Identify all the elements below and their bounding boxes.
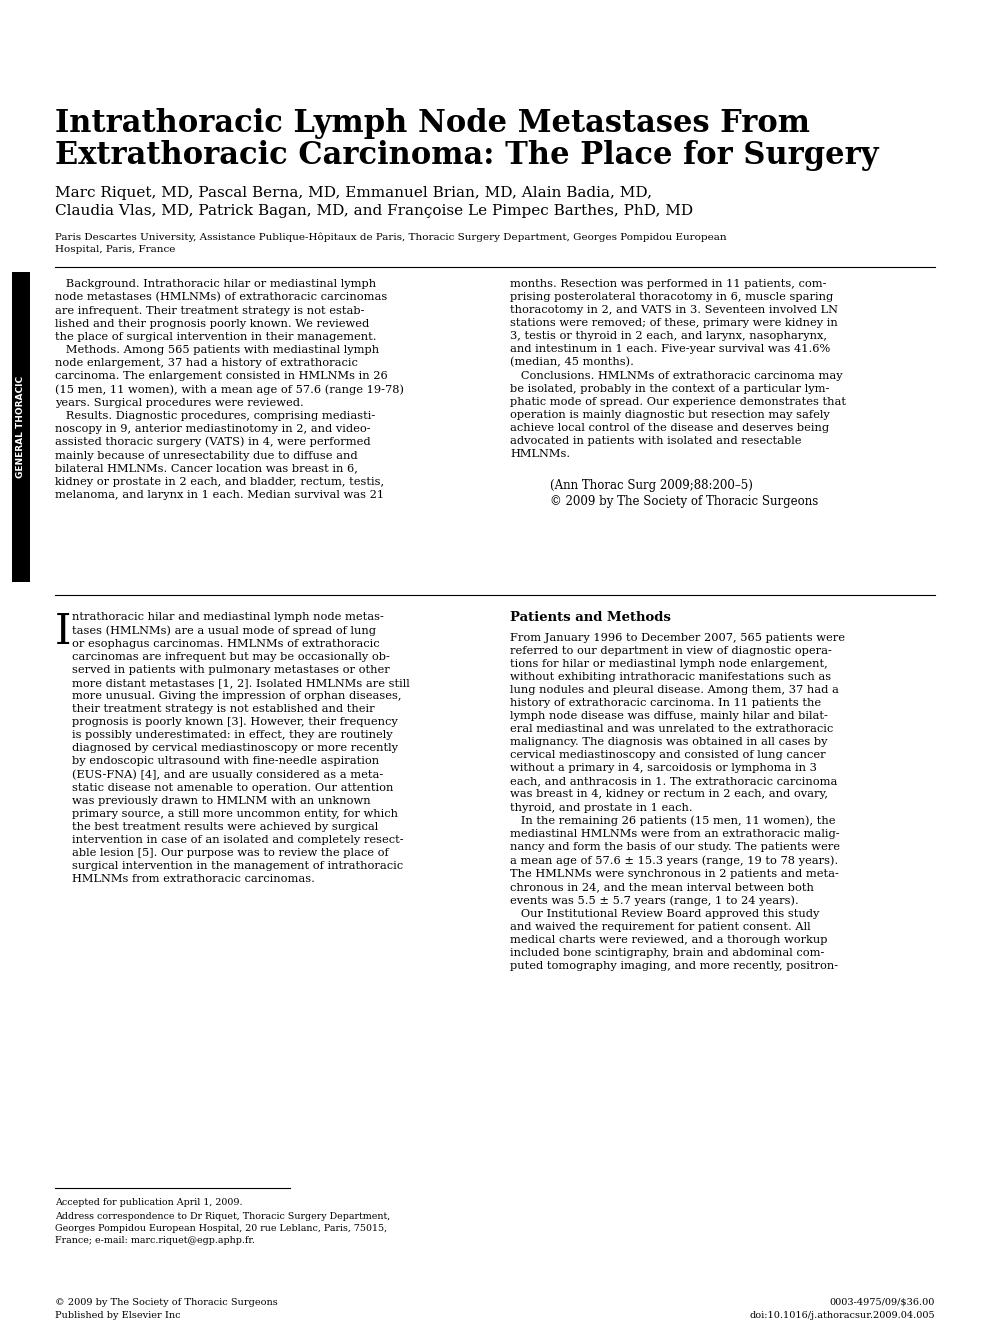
- Bar: [12, 272, 30, 582]
- Text: Claudia Vlas, MD, Patrick Bagan, MD, and Françoise Le Pimpec Barthes, PhD, MD: Claudia Vlas, MD, Patrick Bagan, MD, and…: [55, 205, 693, 218]
- Text: Hospital, Paris, France: Hospital, Paris, France: [55, 246, 175, 253]
- Text: Address correspondence to Dr Riquet, Thoracic Surgery Department,: Address correspondence to Dr Riquet, Tho…: [55, 1212, 390, 1221]
- Text: I: I: [55, 611, 71, 653]
- Text: Intrathoracic Lymph Node Metastases From: Intrathoracic Lymph Node Metastases From: [55, 108, 810, 139]
- Text: Marc Riquet, MD, Pascal Berna, MD, Emmanuel Brian, MD, Alain Badia, MD,: Marc Riquet, MD, Pascal Berna, MD, Emman…: [55, 186, 652, 201]
- Text: Published by Elsevier Inc: Published by Elsevier Inc: [55, 1311, 180, 1320]
- Text: 0003-4975/09/$36.00: 0003-4975/09/$36.00: [830, 1298, 935, 1307]
- Text: doi:10.1016/j.athoracsur.2009.04.005: doi:10.1016/j.athoracsur.2009.04.005: [749, 1311, 935, 1320]
- Text: From January 1996 to December 2007, 565 patients were
referred to our department: From January 1996 to December 2007, 565 …: [510, 634, 845, 972]
- Text: © 2009 by The Society of Thoracic Surgeons: © 2009 by The Society of Thoracic Surgeo…: [55, 1298, 278, 1307]
- Text: Georges Pompidou European Hospital, 20 rue Leblanc, Paris, 75015,: Georges Pompidou European Hospital, 20 r…: [55, 1224, 387, 1233]
- Text: GENERAL THORACIC: GENERAL THORACIC: [17, 376, 26, 478]
- Text: Patients and Methods: Patients and Methods: [510, 611, 671, 624]
- Text: Extrathoracic Carcinoma: The Place for Surgery: Extrathoracic Carcinoma: The Place for S…: [55, 140, 878, 172]
- Text: France; e-mail: marc.riquet@egp.aphp.fr.: France; e-mail: marc.riquet@egp.aphp.fr.: [55, 1236, 254, 1245]
- Text: (Ann Thorac Surg 2009;88:200–5): (Ann Thorac Surg 2009;88:200–5): [550, 479, 752, 492]
- Text: Background. Intrathoracic hilar or mediastinal lymph
node metastases (HMLNMs) of: Background. Intrathoracic hilar or media…: [55, 279, 404, 500]
- Text: Paris Descartes University, Assistance Publique-Hôpitaux de Paris, Thoracic Surg: Paris Descartes University, Assistance P…: [55, 232, 727, 242]
- Text: Accepted for publication April 1, 2009.: Accepted for publication April 1, 2009.: [55, 1199, 243, 1206]
- Text: ntrathoracic hilar and mediastinal lymph node metas-
tases (HMLNMs) are a usual : ntrathoracic hilar and mediastinal lymph…: [72, 612, 410, 884]
- Text: © 2009 by The Society of Thoracic Surgeons: © 2009 by The Society of Thoracic Surgeo…: [550, 495, 819, 508]
- Text: months. Resection was performed in 11 patients, com-
prising posterolateral thor: months. Resection was performed in 11 pa…: [510, 279, 846, 459]
